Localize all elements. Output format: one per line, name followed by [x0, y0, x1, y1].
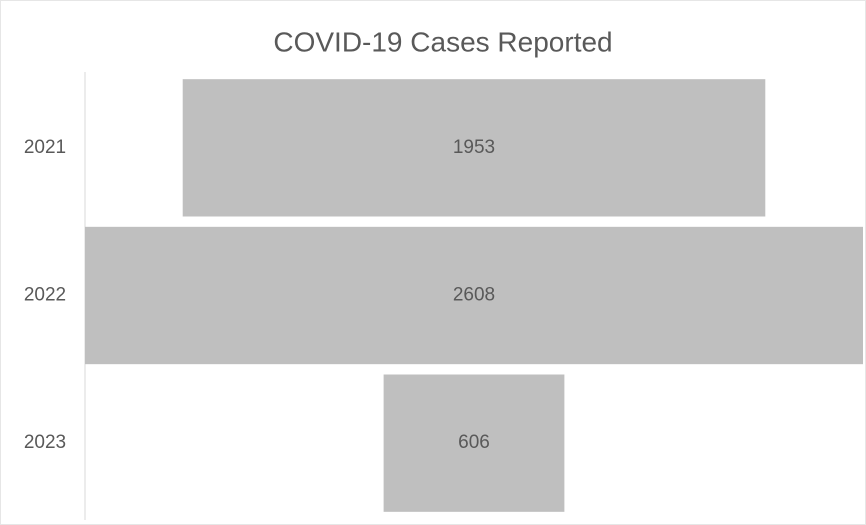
category-label: 2023	[24, 432, 66, 453]
data-label: 1953	[453, 137, 495, 158]
category-label: 2022	[24, 285, 66, 306]
category-label: 2021	[24, 137, 66, 158]
funnel-bar	[85, 226, 863, 365]
data-label: 2608	[453, 285, 495, 306]
funnel-bar	[182, 79, 766, 217]
data-label: 606	[458, 432, 490, 453]
chart-title: COVID-19 Cases Reported	[273, 26, 612, 57]
funnel-bar	[383, 374, 565, 512]
